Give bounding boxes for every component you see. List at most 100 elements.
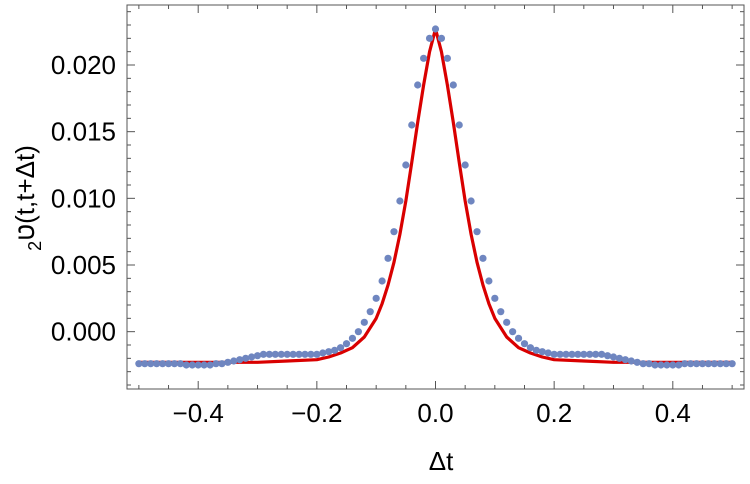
data-point <box>384 254 392 262</box>
data-point <box>402 161 410 169</box>
data-point <box>598 350 606 358</box>
x-axis-title: Δt <box>429 446 454 476</box>
y-tick-label: 0.015 <box>51 117 116 147</box>
data-point <box>425 34 434 42</box>
data-point <box>354 328 362 336</box>
data-point <box>467 197 475 205</box>
y-axis-title-symbol: ט <box>10 224 40 241</box>
data-point <box>461 161 469 169</box>
data-point <box>259 350 268 358</box>
data-point <box>420 54 428 62</box>
data-point <box>675 361 683 369</box>
data-point <box>372 294 380 302</box>
data-point <box>135 360 143 368</box>
data-point <box>449 81 457 89</box>
data-point <box>603 352 612 360</box>
data-point <box>692 360 701 368</box>
y-tick-label: 0.020 <box>51 50 116 80</box>
data-point <box>170 360 179 368</box>
data-point <box>568 350 576 358</box>
data-point <box>544 349 552 357</box>
data-point <box>218 360 226 368</box>
data-point <box>669 361 677 369</box>
data-point <box>325 348 333 356</box>
data-point <box>681 360 689 368</box>
y-axis-title-subscript: 2 <box>25 241 45 251</box>
data-point <box>265 350 273 358</box>
axis-ticks <box>127 5 744 389</box>
data-point <box>639 360 647 368</box>
data-point <box>147 360 155 368</box>
data-point <box>153 360 161 368</box>
data-point <box>627 357 635 365</box>
data-point <box>645 360 653 368</box>
y-tick-label: 0.010 <box>51 183 116 213</box>
data-point <box>200 361 208 369</box>
data-point <box>520 340 529 348</box>
data-point <box>663 361 671 369</box>
data-point <box>503 318 511 326</box>
data-point <box>509 328 517 336</box>
data-point <box>562 350 570 358</box>
data-point <box>188 361 196 369</box>
data-point <box>621 356 629 364</box>
data-point <box>586 350 594 358</box>
data-point <box>687 360 695 368</box>
tick-labels: −0.4 −0.2 0.0 0.2 0.4 0.000 0.005 0.010 0.015 0.0… <box>51 50 691 428</box>
data-point <box>236 356 244 364</box>
data-points-layer <box>135 25 736 369</box>
data-point <box>550 350 558 358</box>
data-point <box>176 360 184 368</box>
data-point <box>455 121 463 129</box>
x-tick-label: −0.2 <box>291 398 342 428</box>
data-point <box>331 346 339 354</box>
data-point <box>437 34 446 42</box>
data-point <box>212 360 220 368</box>
data-point <box>194 361 202 369</box>
x-tick-label: 0.4 <box>655 398 691 428</box>
x-tick-label: −0.4 <box>173 398 224 428</box>
data-point <box>390 228 398 236</box>
y-axis-title-args: (t,t+Δt) <box>10 145 40 224</box>
data-point <box>651 361 659 369</box>
data-point <box>242 354 250 362</box>
data-point <box>491 294 499 302</box>
data-point <box>348 334 357 342</box>
fit-curve <box>138 27 733 364</box>
y-tick-label: 0.005 <box>51 250 116 280</box>
data-point <box>289 350 297 358</box>
data-point <box>698 360 707 368</box>
data-point <box>360 318 368 326</box>
plot-frame <box>126 4 745 390</box>
data-point <box>556 350 564 358</box>
data-point <box>271 350 279 358</box>
data-point <box>319 349 327 357</box>
data-point <box>313 350 321 358</box>
data-point <box>514 334 523 342</box>
data-point <box>532 346 540 354</box>
data-point <box>526 344 535 352</box>
data-point <box>206 361 214 369</box>
data-point <box>224 358 232 366</box>
data-point <box>609 353 618 361</box>
data-point <box>716 360 724 368</box>
data-point <box>342 340 351 348</box>
data-point <box>722 360 730 368</box>
data-point <box>485 277 493 285</box>
plot-border <box>126 4 745 390</box>
data-point <box>633 358 641 366</box>
data-point <box>378 277 386 285</box>
data-point <box>592 350 600 358</box>
data-point <box>580 350 588 358</box>
fit-curve-layer <box>138 27 733 364</box>
data-point <box>141 360 149 368</box>
data-point <box>301 350 309 358</box>
data-point <box>443 54 451 62</box>
data-point <box>277 350 285 358</box>
data-point <box>657 361 665 369</box>
x-tick-label: 0.0 <box>417 398 453 428</box>
data-point <box>497 308 505 316</box>
data-point <box>283 350 291 358</box>
data-point <box>538 348 546 356</box>
